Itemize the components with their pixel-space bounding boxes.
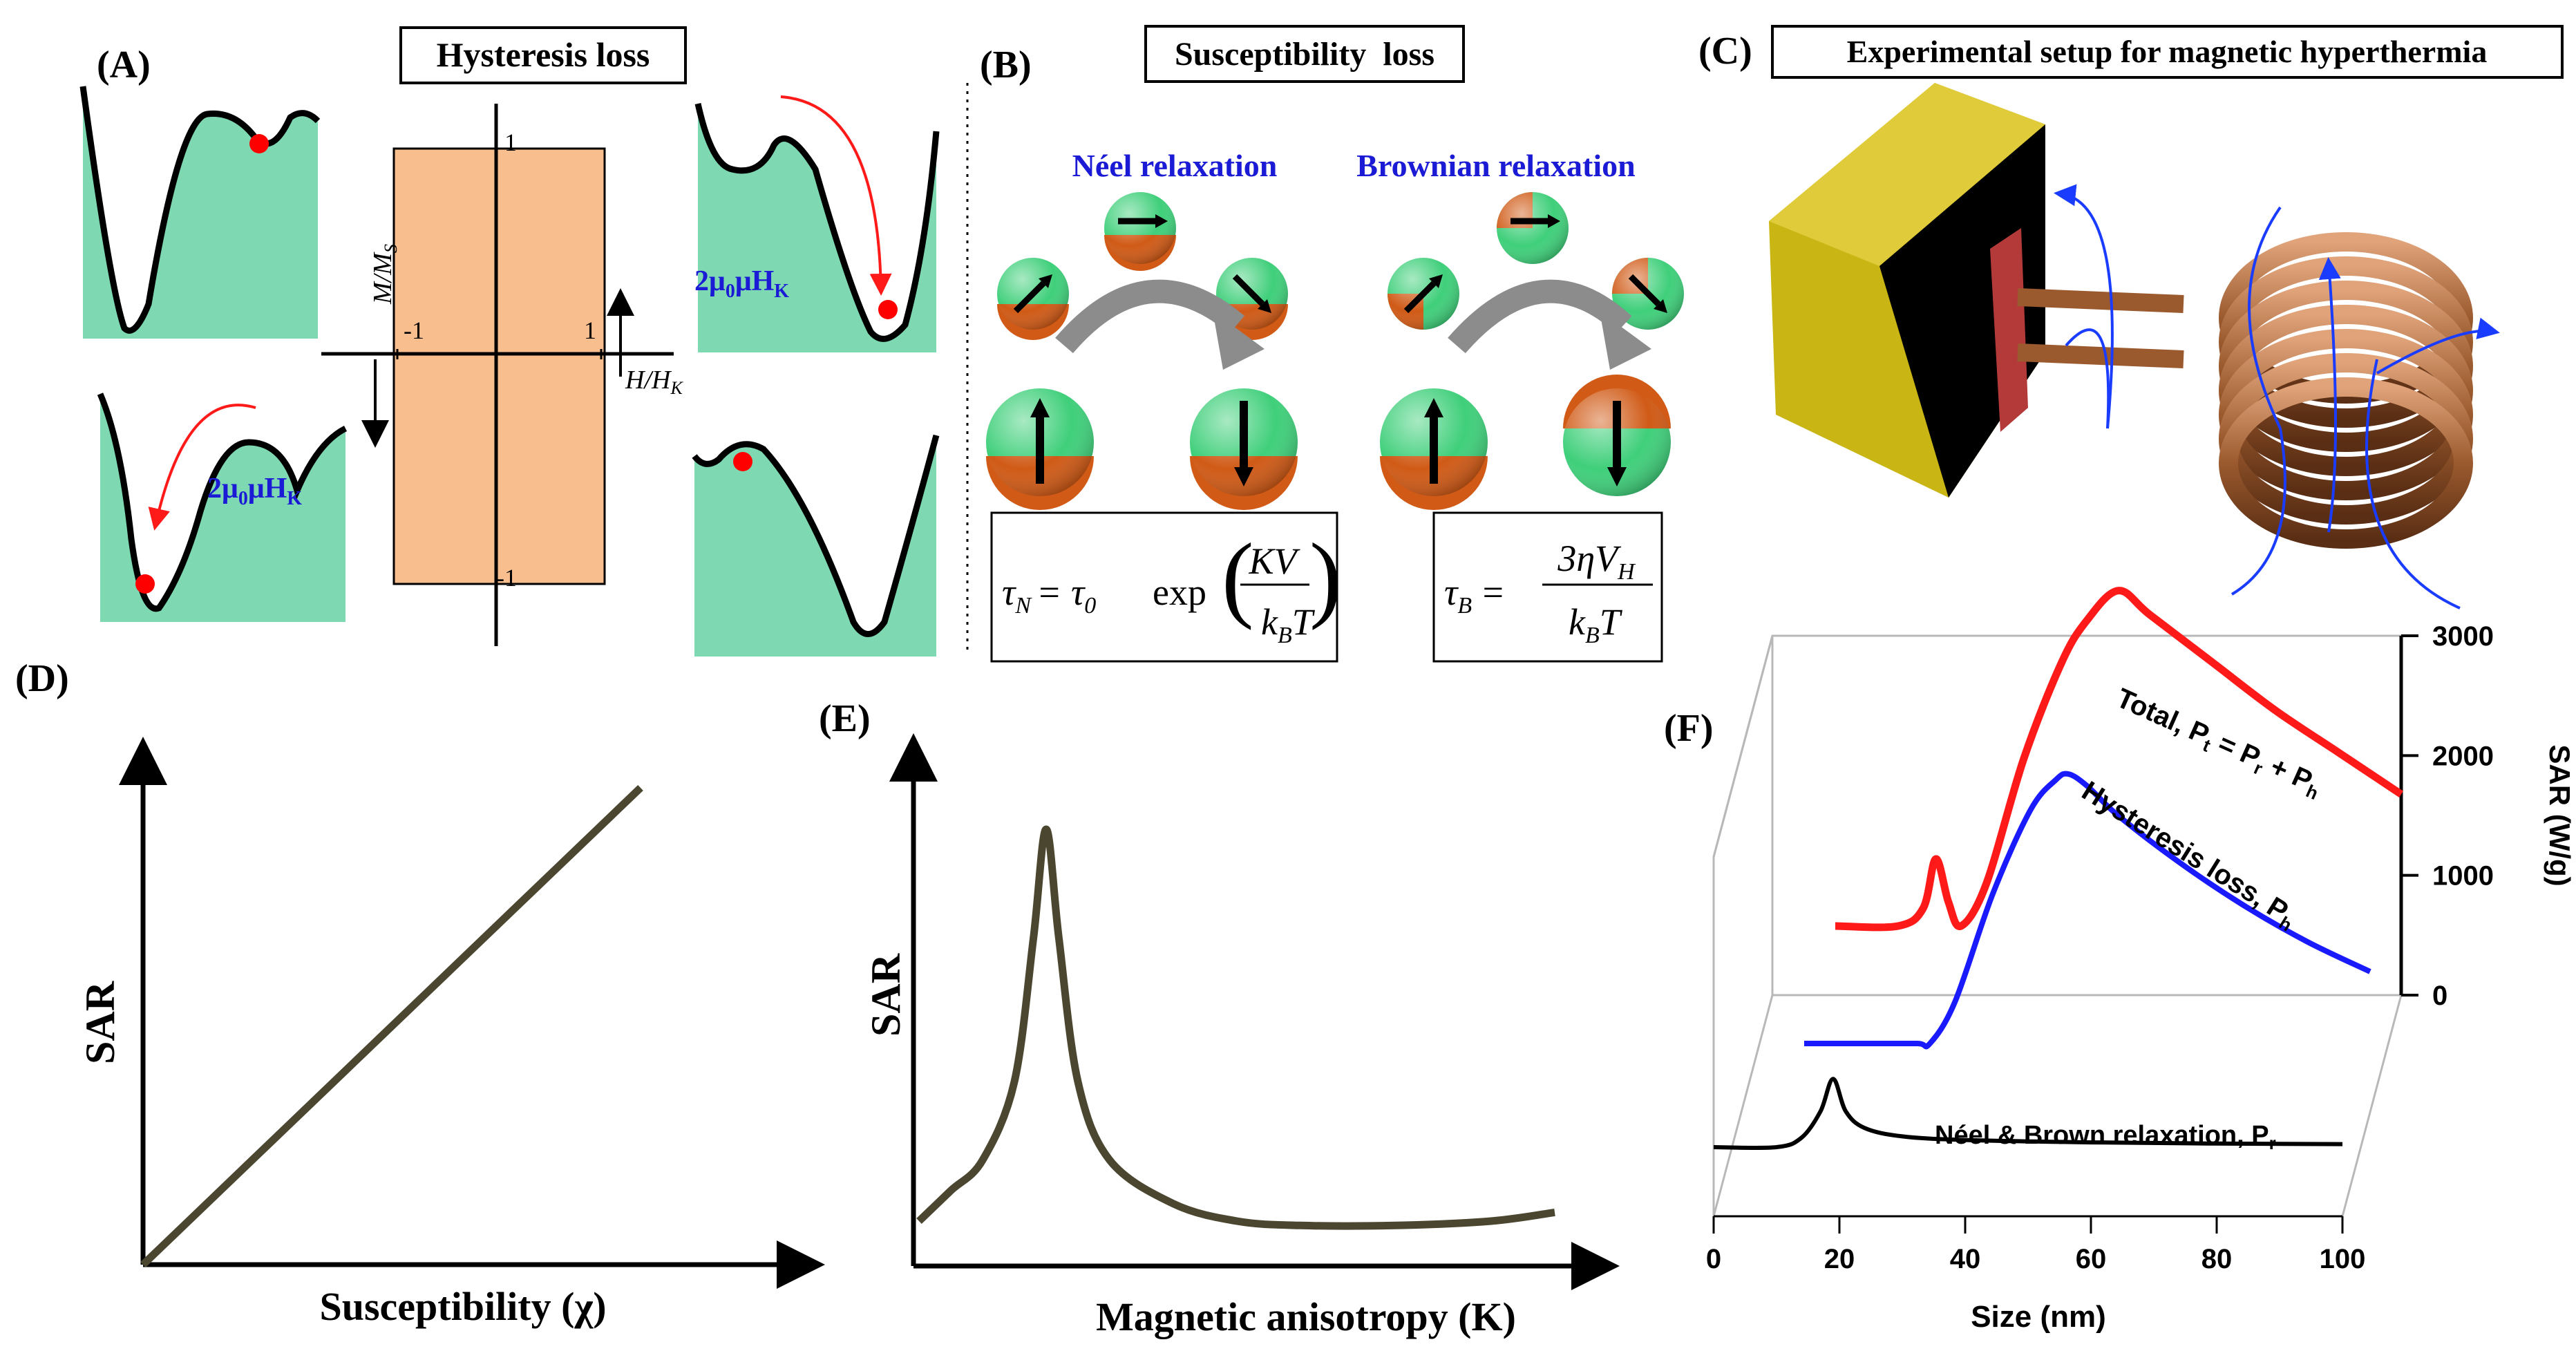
svg-text:kBT: kBT bbox=[1569, 601, 1623, 648]
neel-equation: τN = τ0 exp ( KV kBT ) bbox=[1002, 524, 1342, 648]
red-transition-arrow bbox=[780, 95, 892, 296]
x-axis-label: Magnetic anisotropy (K) bbox=[1096, 1294, 1516, 1339]
induction-coil bbox=[2017, 232, 2473, 549]
panel-d: (D) SAR Susceptibility (χ) bbox=[15, 657, 825, 1329]
tick-label: 1000 bbox=[2432, 861, 2494, 891]
particle-dot bbox=[135, 574, 155, 594]
energy-barrier-label: 2μ0μHK bbox=[207, 473, 302, 509]
svg-text:): ) bbox=[1309, 524, 1342, 631]
panel-c: (C) Experimental setup for magnetic hype… bbox=[1698, 25, 2564, 610]
energy-well-top-left bbox=[79, 86, 321, 339]
y-axis-label: SAR (W/g) bbox=[2544, 744, 2576, 886]
tick-label: 1 bbox=[584, 317, 596, 344]
panel-b-title: Susceptibility loss bbox=[1175, 36, 1434, 73]
sar-resonance-curve bbox=[916, 825, 1555, 1230]
tick-label: -1 bbox=[496, 564, 517, 592]
panel-f-letter: (F) bbox=[1664, 707, 1714, 750]
x-axis-label: Size (nm) bbox=[1971, 1300, 2106, 1334]
tick-label: 0 bbox=[1706, 1244, 1721, 1274]
panel-d-letter: (D) bbox=[15, 657, 69, 700]
svg-text:τB=: τB = bbox=[1444, 572, 1506, 618]
series-relaxation bbox=[1713, 1077, 2343, 1151]
tick-label: 1 bbox=[504, 129, 517, 156]
y-axis-label: M/MS bbox=[368, 244, 401, 305]
svg-text:(: ( bbox=[1222, 524, 1254, 631]
size-axis-ticks: 0 20 40 60 80 100 bbox=[1706, 1216, 2366, 1274]
svg-text:3ηVH: 3ηVH bbox=[1557, 538, 1636, 585]
panel-a-title-box bbox=[399, 26, 687, 84]
x-axis-label: Susceptibility (χ) bbox=[319, 1284, 606, 1329]
panel-f: (F) 0 1000 2000 3000 SAR (W/g) 0 20 40 60 80 100… bbox=[1664, 587, 2576, 1334]
tick-label: 3000 bbox=[2432, 621, 2494, 652]
panel-b: (B) Susceptibility loss Néel relaxation … bbox=[980, 25, 1684, 663]
svg-text:KV: KV bbox=[1248, 540, 1300, 582]
y-axis-label: SAR bbox=[77, 981, 123, 1064]
y-axis-label: SAR bbox=[863, 953, 909, 1037]
sar-axis-ticks: 0 1000 2000 3000 bbox=[2401, 621, 2494, 1011]
magnetic-field-lines bbox=[2054, 184, 2500, 610]
x-axis-label: H/HK bbox=[625, 366, 683, 398]
tick-label: 60 bbox=[2076, 1244, 2107, 1274]
tick-label: 2000 bbox=[2432, 741, 2494, 771]
red-transition-arrow bbox=[148, 404, 256, 531]
energy-well-bottom-left: 2μ0μHK bbox=[97, 393, 348, 622]
power-supply-box bbox=[1769, 83, 2045, 498]
series-relaxation-label: Néel & Brown relaxation, Pr bbox=[1935, 1121, 2276, 1153]
panel-e: (E) SAR Magnetic anisotropy (K) bbox=[819, 697, 1620, 1339]
series-hysteresis bbox=[1804, 771, 2371, 1050]
brownian-equation: τB = 3ηVH kBT bbox=[1444, 538, 1653, 648]
tick-label: 100 bbox=[2320, 1244, 2366, 1274]
neel-spheres bbox=[986, 192, 1298, 510]
svg-text:τN= τ0: τN = τ0 bbox=[1002, 572, 1096, 618]
panel-c-title: Experimental setup for magnetic hyperthe… bbox=[1847, 34, 2488, 69]
brownian-equation-box bbox=[1432, 511, 1663, 663]
particle-dot bbox=[878, 300, 898, 319]
svg-text:exp: exp bbox=[1153, 572, 1206, 613]
neel-title: Néel relaxation bbox=[1072, 148, 1278, 183]
neel-equation-box bbox=[990, 511, 1338, 663]
series-hysteresis-label: Hysteresis loss, Ph bbox=[2075, 775, 2303, 935]
brownian-spheres bbox=[1380, 192, 1684, 510]
hysteresis-loop bbox=[392, 147, 606, 585]
panel-b-title-box bbox=[1144, 25, 1465, 83]
tick-label: 80 bbox=[2201, 1244, 2233, 1274]
tick-label: 20 bbox=[1824, 1244, 1855, 1274]
panel-c-title-box bbox=[1771, 25, 2564, 79]
panel-c-letter: (C) bbox=[1698, 30, 1752, 73]
rotation-arrow bbox=[1055, 279, 1244, 354]
panel-a-title: Hysteresis loss bbox=[437, 35, 650, 74]
panel-b-letter: (B) bbox=[980, 44, 1032, 86]
panel-a: (A) Hysteresis loss 2μ0μHK 2μ0μHK bbox=[79, 26, 940, 657]
tick-label: 0 bbox=[2432, 981, 2447, 1011]
energy-well-top-right: 2μ0μHK bbox=[694, 95, 940, 352]
sar-line bbox=[140, 785, 643, 1267]
panel-e-letter: (E) bbox=[819, 697, 871, 740]
series-total bbox=[1835, 587, 2404, 932]
brownian-title: Brownian relaxation bbox=[1356, 148, 1635, 183]
energy-well-bottom-right bbox=[692, 434, 940, 657]
tick-label: -1 bbox=[404, 317, 424, 344]
svg-text:kBT: kBT bbox=[1261, 601, 1316, 648]
particle-dot bbox=[733, 452, 752, 471]
series-total-label: Total, Pt = Pr + Ph bbox=[2110, 683, 2327, 804]
energy-barrier-label: 2μ0μHK bbox=[694, 265, 789, 302]
particle-dot bbox=[249, 134, 269, 153]
rotation-arrow bbox=[1448, 279, 1632, 354]
panel-a-letter: (A) bbox=[97, 44, 151, 86]
tick-label: 40 bbox=[1950, 1244, 1981, 1274]
